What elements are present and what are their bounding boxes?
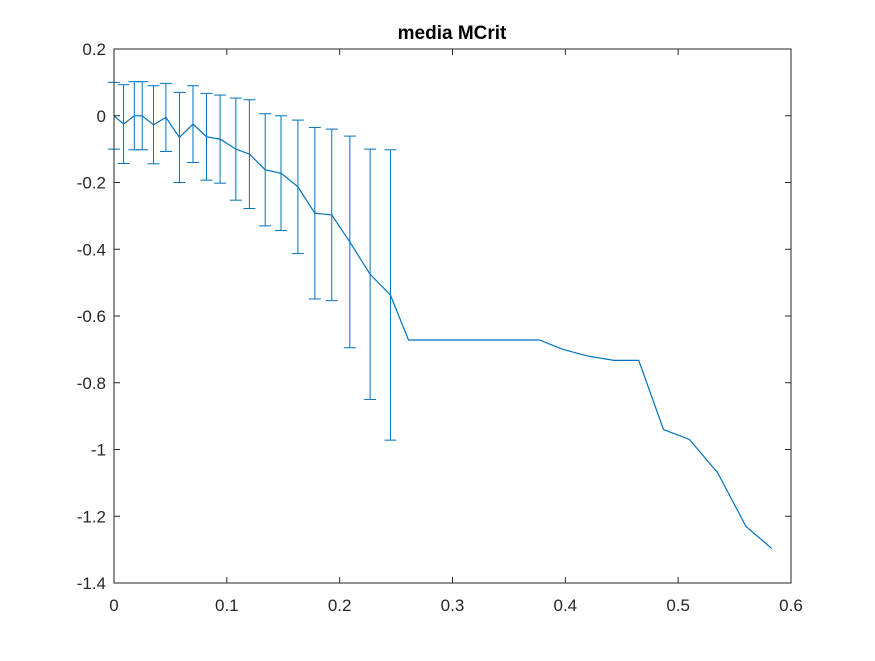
plot-background — [114, 49, 791, 583]
series-layer — [108, 81, 773, 550]
series-line — [113, 115, 773, 550]
x-tick-label: 0.3 — [441, 596, 465, 615]
axes-layer: 0 0.1 0.2 0.3 0.4 0.5 0.6 0.2 0 -0.2 -0.4 -0.6 -0.8 -… — [77, 40, 803, 615]
x-tick-label: 0.2 — [328, 596, 352, 615]
x-tick-label: 0.4 — [554, 596, 578, 615]
chart-title: media MCrit — [398, 23, 507, 44]
y-tick-label: -0.2 — [77, 174, 106, 193]
y-tick-label: -1 — [91, 441, 106, 460]
y-tick-label: 0 — [97, 107, 106, 126]
x-tick-label: 0 — [109, 596, 118, 615]
x-tick-label: 0.5 — [666, 596, 690, 615]
y-tick-label: -1.2 — [77, 507, 106, 526]
x-tick-label: 0.1 — [215, 596, 239, 615]
y-tick-label: -1.4 — [77, 574, 106, 593]
y-tick-label: 0.2 — [82, 40, 106, 59]
x-tick-label: 0.6 — [779, 596, 803, 615]
y-tick-label: -0.6 — [77, 307, 106, 326]
y-tick-label: -0.8 — [77, 374, 106, 393]
y-tick-label: -0.4 — [77, 240, 106, 259]
